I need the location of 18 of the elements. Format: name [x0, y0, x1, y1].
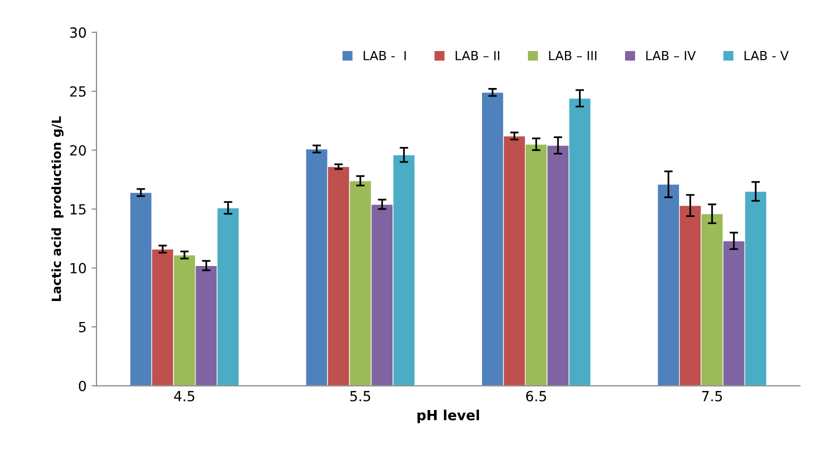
y-tick-label: 25: [70, 86, 86, 97]
y-tick-label: 30: [70, 27, 86, 38]
y-tick-label: 20: [70, 145, 86, 156]
x-tick-label: 7.5: [702, 391, 722, 402]
legend-label: LAB – III: [549, 51, 596, 60]
y-tick-label: 15: [70, 204, 86, 215]
y-tick-label: 0: [78, 380, 86, 392]
legend-label: LAB – IV: [646, 51, 696, 60]
y-tick-label: 5: [79, 322, 86, 332]
x-tick-label: 5.5: [350, 391, 370, 402]
x-tick-label: 4.5: [174, 391, 194, 402]
x-tick-label: 6.5: [526, 390, 546, 402]
legend-label: LAB - V: [744, 51, 789, 60]
y-axis-title: Lactic acid production g/L: [51, 116, 64, 301]
y-tick-label: 10: [70, 262, 86, 274]
x-axis-title: pH level: [418, 410, 480, 424]
legend-label: LAB – II: [456, 51, 500, 60]
legend-label: LAB - I: [364, 51, 406, 60]
